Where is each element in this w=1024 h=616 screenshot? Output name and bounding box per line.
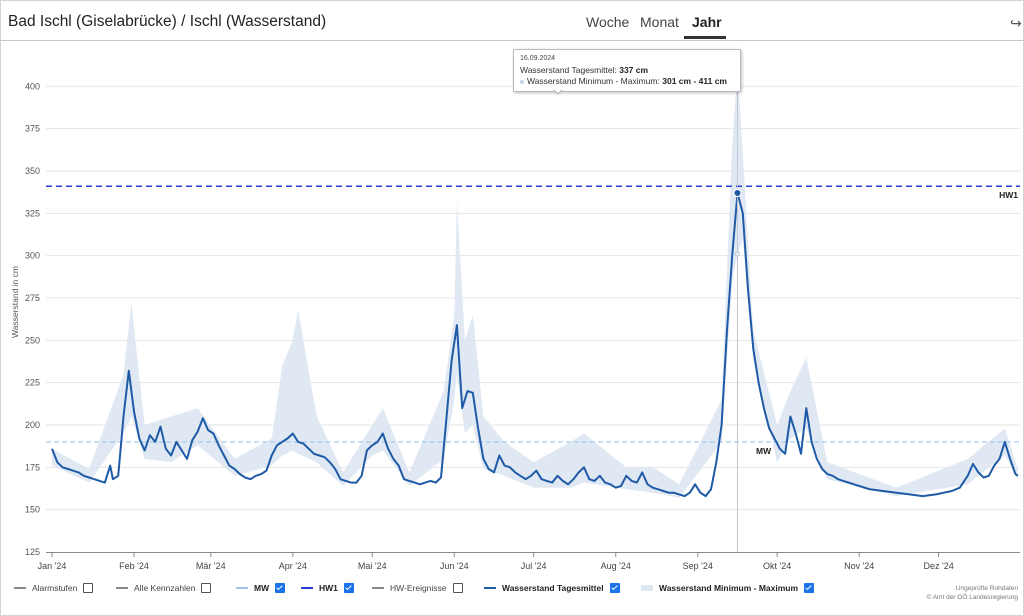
- y-tick-label: 300: [25, 251, 40, 261]
- legend-swatch: [641, 585, 653, 591]
- min-max-band: [52, 67, 1018, 498]
- y-tick-label: 275: [25, 293, 40, 303]
- legend-label: HW1: [319, 583, 338, 593]
- legend-checkbox[interactable]: [609, 583, 620, 593]
- legend-checkbox[interactable]: [275, 583, 286, 593]
- legend-item-mw[interactable]: MW: [236, 583, 286, 593]
- highlight-min-marker: [734, 251, 740, 257]
- tooltip-range-value: 301 cm - 411 cm: [662, 76, 727, 86]
- y-tick-label: 375: [25, 124, 40, 134]
- y-axis-title: Wasserstand in cm: [10, 266, 20, 338]
- mean-series-line: [51, 192, 1019, 498]
- range-dot-icon: [520, 79, 524, 84]
- y-tick-label: 125: [25, 547, 40, 557]
- share-arrow-icon[interactable]: ↪: [1010, 15, 1022, 31]
- legend-swatch: [301, 587, 313, 589]
- x-tick-label: Aug '24: [601, 561, 631, 571]
- page-title: Bad Ischl (Giselabrücke) / Ischl (Wasser…: [8, 13, 327, 30]
- legend-checkbox[interactable]: [83, 583, 94, 593]
- y-tick-label: 150: [25, 505, 40, 515]
- y-tick-label: 250: [25, 335, 40, 345]
- tab-woche[interactable]: Woche: [586, 14, 630, 30]
- tooltip-arrow-inner: [554, 89, 562, 93]
- x-tick-label: Feb '24: [119, 561, 149, 571]
- x-tick-label: Sep '24: [683, 561, 713, 571]
- water-level-chart: 125 150 175 200 225 250 275 300 325 350 375 400 Jan …: [10, 52, 1020, 571]
- x-tick-label: Jul '24: [521, 561, 547, 571]
- legend-swatch: [236, 587, 248, 589]
- legend-swatch: [484, 587, 496, 589]
- legend-item-alle-kennzahlen[interactable]: Alle Kennzahlen: [116, 583, 212, 593]
- tooltip-mean-label: Wasserstand Tagesmittel:: [520, 65, 620, 75]
- tooltip-mean-row: Wasserstand Tagesmittel: 337 cm: [520, 65, 648, 75]
- legend-label: Alarmstufen: [32, 583, 78, 593]
- tooltip-range-row: Wasserstand Minimum - Maximum: 301 cm - …: [520, 76, 727, 86]
- y-tick-label: 400: [25, 81, 40, 91]
- legend-item-alarmstufen[interactable]: Alarmstufen: [14, 583, 94, 593]
- active-tab-indicator: [684, 36, 726, 39]
- x-tick-label: Okt '24: [763, 561, 791, 571]
- x-tick-label: Dez '24: [923, 561, 953, 571]
- y-tick-label: 350: [25, 166, 40, 176]
- hw1-label: HW1: [999, 190, 1018, 200]
- mw-label: MW: [756, 446, 772, 456]
- y-tick-label: 200: [25, 420, 40, 430]
- x-tick-label: Jan '24: [38, 561, 67, 571]
- header-divider: [0, 40, 1024, 41]
- x-tick-label: Nov '24: [844, 561, 874, 571]
- tooltip-range-label: Wasserstand Minimum - Maximum:: [527, 76, 663, 86]
- legend-label: HW-Ereignisse: [390, 583, 447, 593]
- legend-label: Wasserstand Tagesmittel: [502, 583, 604, 593]
- credits: Ungeprüfte Rohdaten © Amt der OÖ Landesr…: [926, 584, 1018, 602]
- credits-line-1: Ungeprüfte Rohdaten: [955, 585, 1018, 592]
- x-tick-label: Mär '24: [196, 561, 226, 571]
- legend-label: MW: [254, 583, 270, 593]
- legend-item-tagesmittel[interactable]: Wasserstand Tagesmittel: [484, 583, 620, 593]
- legend-label: Wasserstand Minimum - Maximum: [659, 583, 799, 593]
- legend-checkbox[interactable]: [452, 583, 463, 593]
- legend-swatch: [372, 587, 384, 589]
- legend-checkbox[interactable]: [804, 583, 815, 593]
- tab-jahr[interactable]: Jahr: [692, 14, 722, 30]
- tab-monat[interactable]: Monat: [640, 14, 679, 30]
- y-tick-label: 225: [25, 378, 40, 388]
- legend-swatch: [116, 587, 128, 589]
- tooltip-date: 16.09.2024: [520, 55, 556, 62]
- y-tick-label: 325: [25, 208, 40, 218]
- x-tick-label: Apr '24: [279, 561, 307, 571]
- y-tick-label: 175: [25, 462, 40, 472]
- legend-item-hw1[interactable]: HW1: [301, 583, 354, 593]
- chart-tooltip: 16.09.2024 Wasserstand Tagesmittel: 337 …: [513, 49, 741, 92]
- legend-checkbox[interactable]: [201, 583, 212, 593]
- x-tick-label: Mai '24: [358, 561, 387, 571]
- x-tick-label: Jun '24: [440, 561, 469, 571]
- legend-label: Alle Kennzahlen: [134, 583, 196, 593]
- credits-line-2: © Amt der OÖ Landesregierung: [926, 594, 1018, 601]
- legend-checkbox[interactable]: [343, 583, 354, 593]
- legend-swatch: [14, 587, 26, 589]
- legend-item-hw-ereignisse[interactable]: HW-Ereignisse: [372, 583, 463, 593]
- legend-item-min-max[interactable]: Wasserstand Minimum - Maximum: [641, 583, 815, 593]
- highlight-mean-marker: [733, 189, 742, 198]
- tooltip-mean-value: 337 cm: [619, 65, 649, 75]
